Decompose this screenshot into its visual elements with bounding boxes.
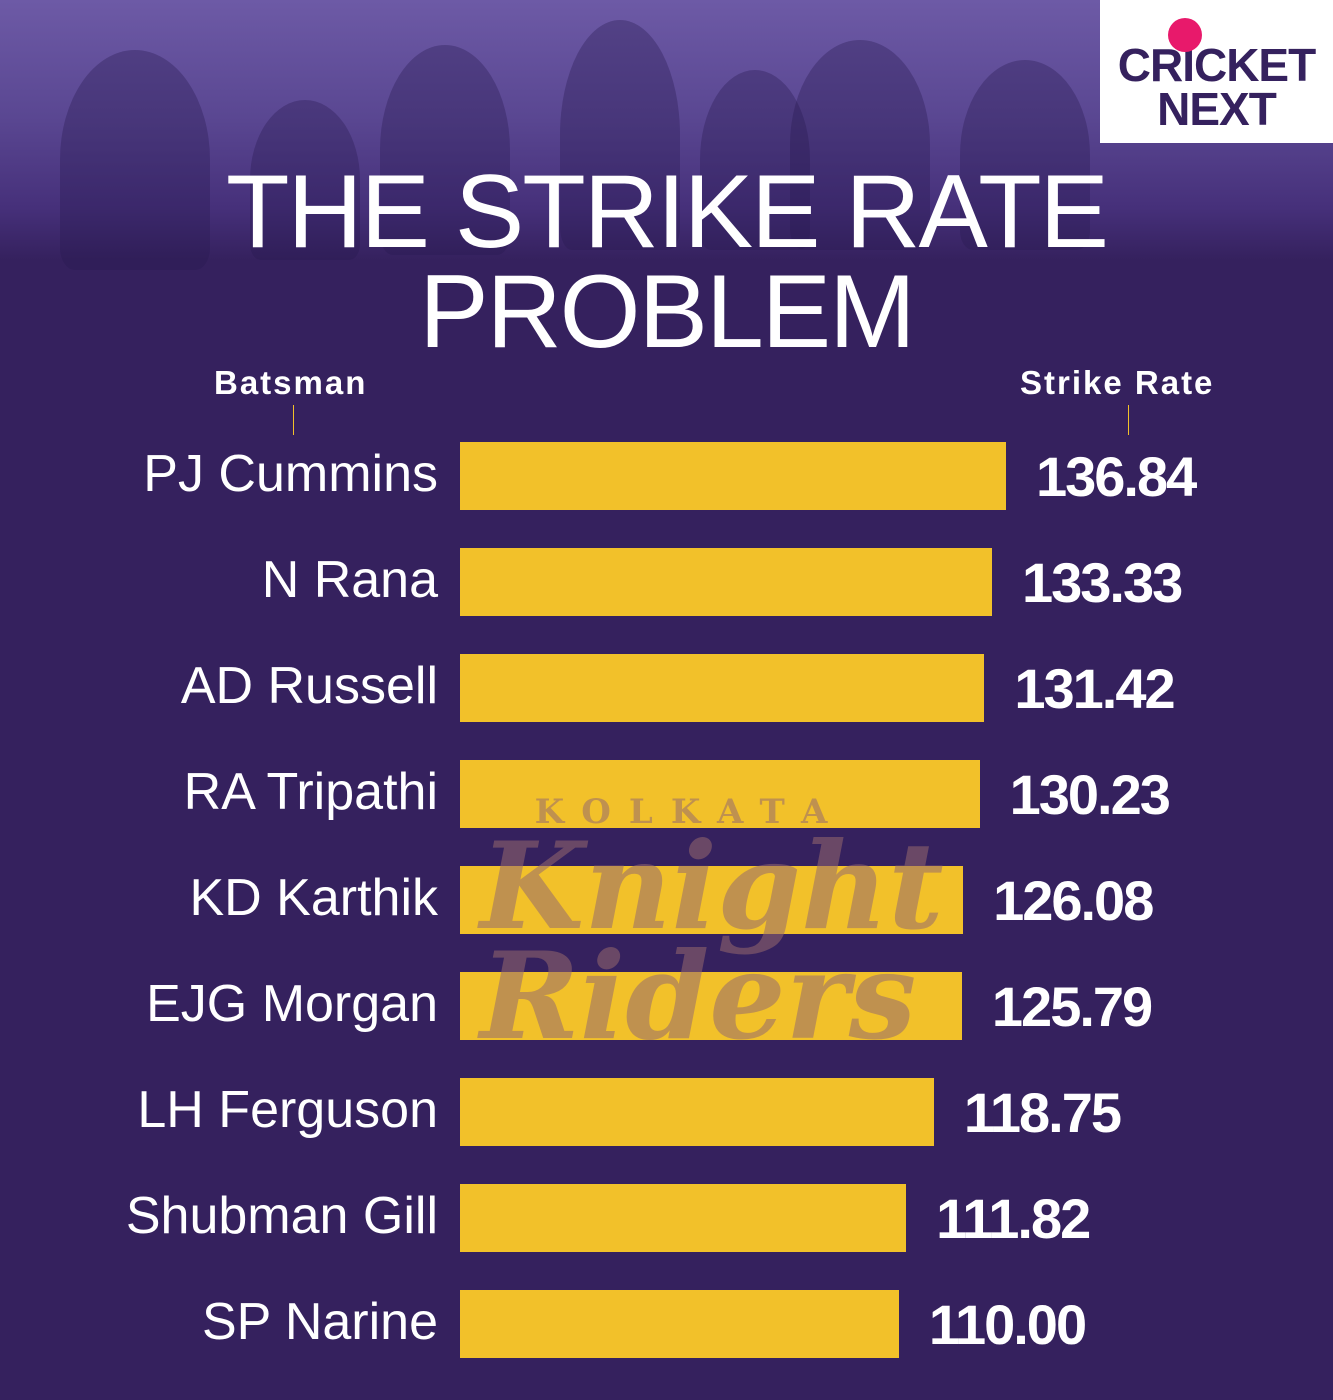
logo-line2: NEXT [1157,83,1277,135]
strike-rate-value: 118.75 [963,1081,1122,1144]
strike-rate-bar [460,654,985,722]
batsman-name: N Rana [261,551,438,609]
strike-rate-column-header: Strike Rate [1020,364,1215,401]
strike-rate-value: 126.08 [993,869,1154,932]
strike-rate-bar [460,442,1006,510]
strike-rate-value: 111.82 [936,1187,1091,1250]
batsman-name: Shubman Gill [125,1187,438,1245]
strike-rate-bar [460,760,980,828]
chart-title-line1: THE STRIKE RATE [225,154,1109,270]
strike-rate-value: 133.33 [1021,551,1183,614]
cricket-ball-icon [1168,18,1202,52]
batsman-header-tick [293,405,294,435]
strike-rate-value: 125.79 [991,975,1153,1038]
strike-rate-bar [460,1078,934,1146]
chart-title-line2: PROBLEM [419,254,916,370]
batsman-name: AD Russell [180,657,438,715]
strike-rate-bar [460,866,964,934]
strike-rate-bar [460,972,962,1040]
logo-line1: CRICKET [1117,39,1316,91]
batsman-name: PJ Cummins [143,445,438,503]
strike-rate-header-tick [1128,405,1129,435]
strike-rate-value: 110.00 [928,1293,1087,1356]
batsman-column-header: Batsman [214,364,368,401]
batsman-name: KD Karthik [189,869,438,927]
batsman-name: EJG Morgan [146,975,438,1033]
strike-rate-value: 131.42 [1014,657,1175,720]
batsman-name: SP Narine [201,1293,438,1351]
strike-rate-bar [460,548,992,616]
batsman-name: RA Tripathi [183,763,438,821]
strike-rate-bar [460,1184,907,1252]
batsman-name: LH Ferguson [137,1081,438,1139]
strike-rate-value: 136.84 [1036,445,1197,508]
strike-rate-value: 130.23 [1009,763,1171,826]
cricketnext-logo: CRICKET NEXT [1100,0,1333,143]
strike-rate-bar [460,1290,899,1358]
